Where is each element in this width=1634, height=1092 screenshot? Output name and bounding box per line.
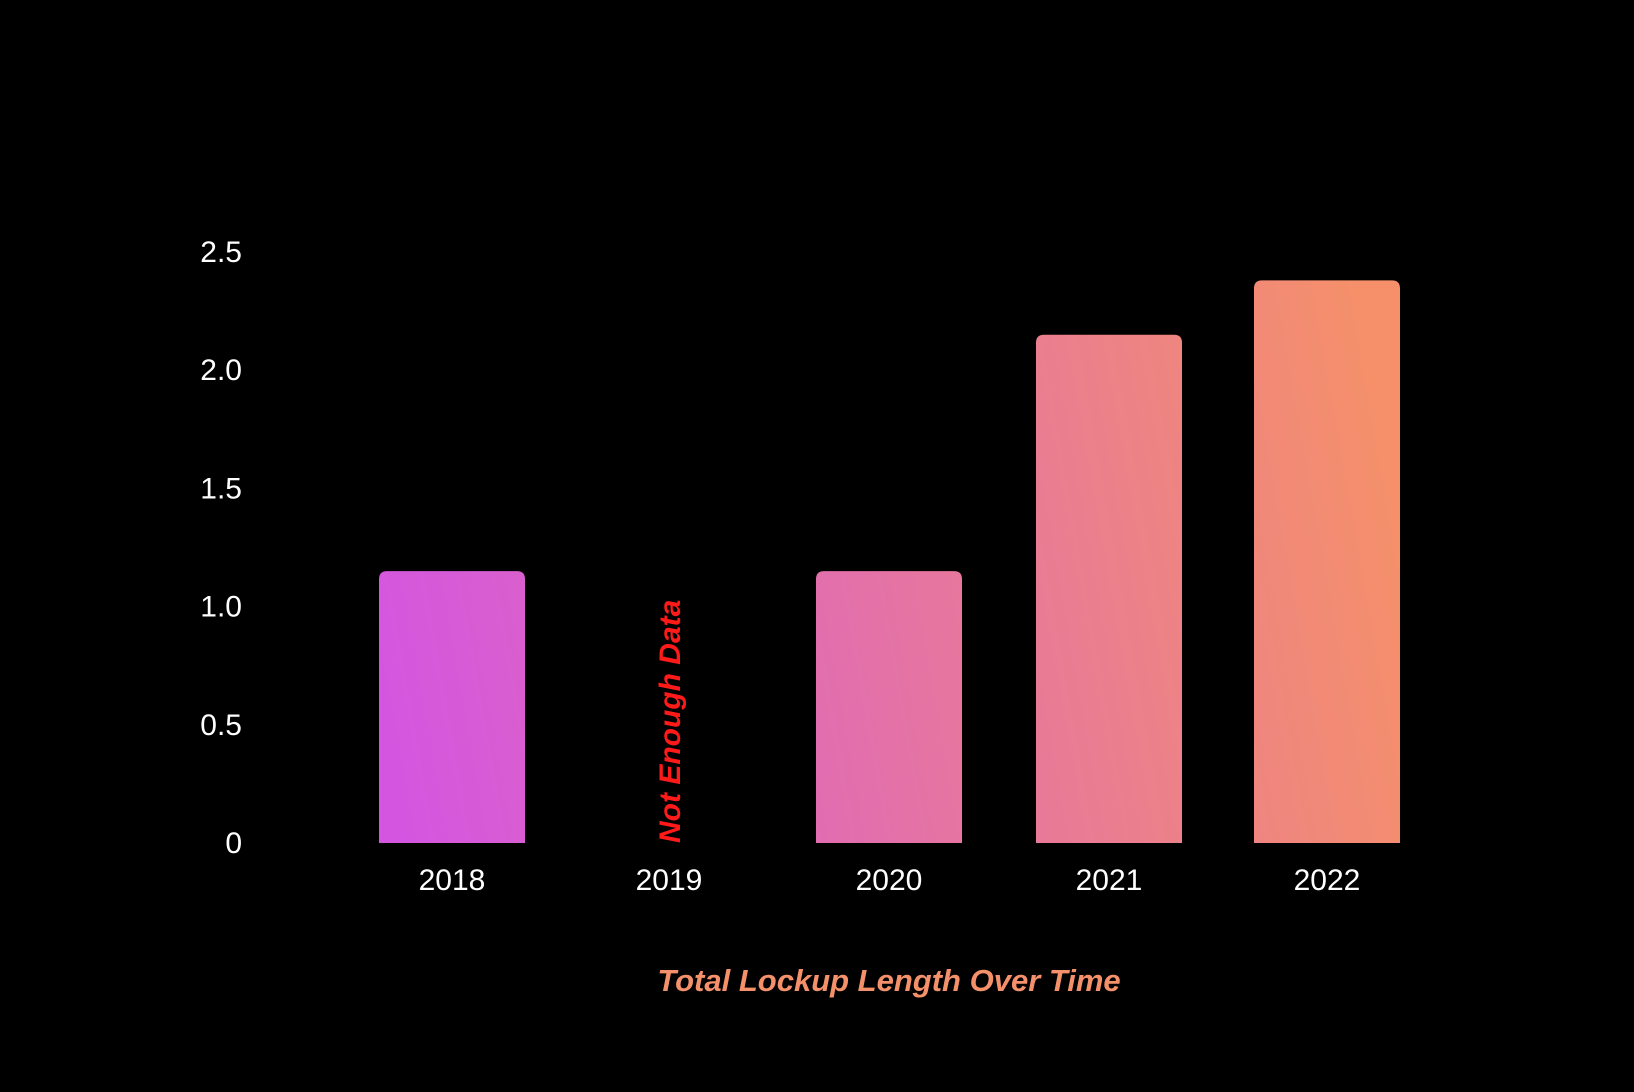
y-tick-label: 1.0 <box>200 591 242 624</box>
not-enough-data-note: Not Enough Data <box>654 600 687 843</box>
y-tick-label: 1.5 <box>200 472 242 505</box>
y-axis-tick-labels: 0 0.5 1.0 1.5 2.0 2.5 <box>200 236 242 860</box>
x-tick-label: 2018 <box>419 864 486 897</box>
y-tick-label: 2.0 <box>200 354 242 387</box>
x-tick-label: 2019 <box>636 864 703 897</box>
x-axis-tick-labels: 2018 2019 2020 2021 2022 <box>419 864 1361 897</box>
bars <box>379 280 1400 843</box>
annotations: Not Enough Data <box>654 600 687 843</box>
bar-2018 <box>379 571 525 843</box>
y-tick-label: 2.5 <box>200 236 242 269</box>
chart-title: Total Lockup Length Over Time <box>657 963 1120 998</box>
bar-2022 <box>1254 280 1400 843</box>
bar-2020 <box>816 571 962 843</box>
bar-2021 <box>1036 334 1182 843</box>
y-tick-label: 0 <box>225 827 242 860</box>
x-tick-label: 2021 <box>1076 864 1143 897</box>
x-tick-label: 2022 <box>1294 864 1361 897</box>
y-tick-label: 0.5 <box>200 709 242 742</box>
x-tick-label: 2020 <box>856 864 923 897</box>
